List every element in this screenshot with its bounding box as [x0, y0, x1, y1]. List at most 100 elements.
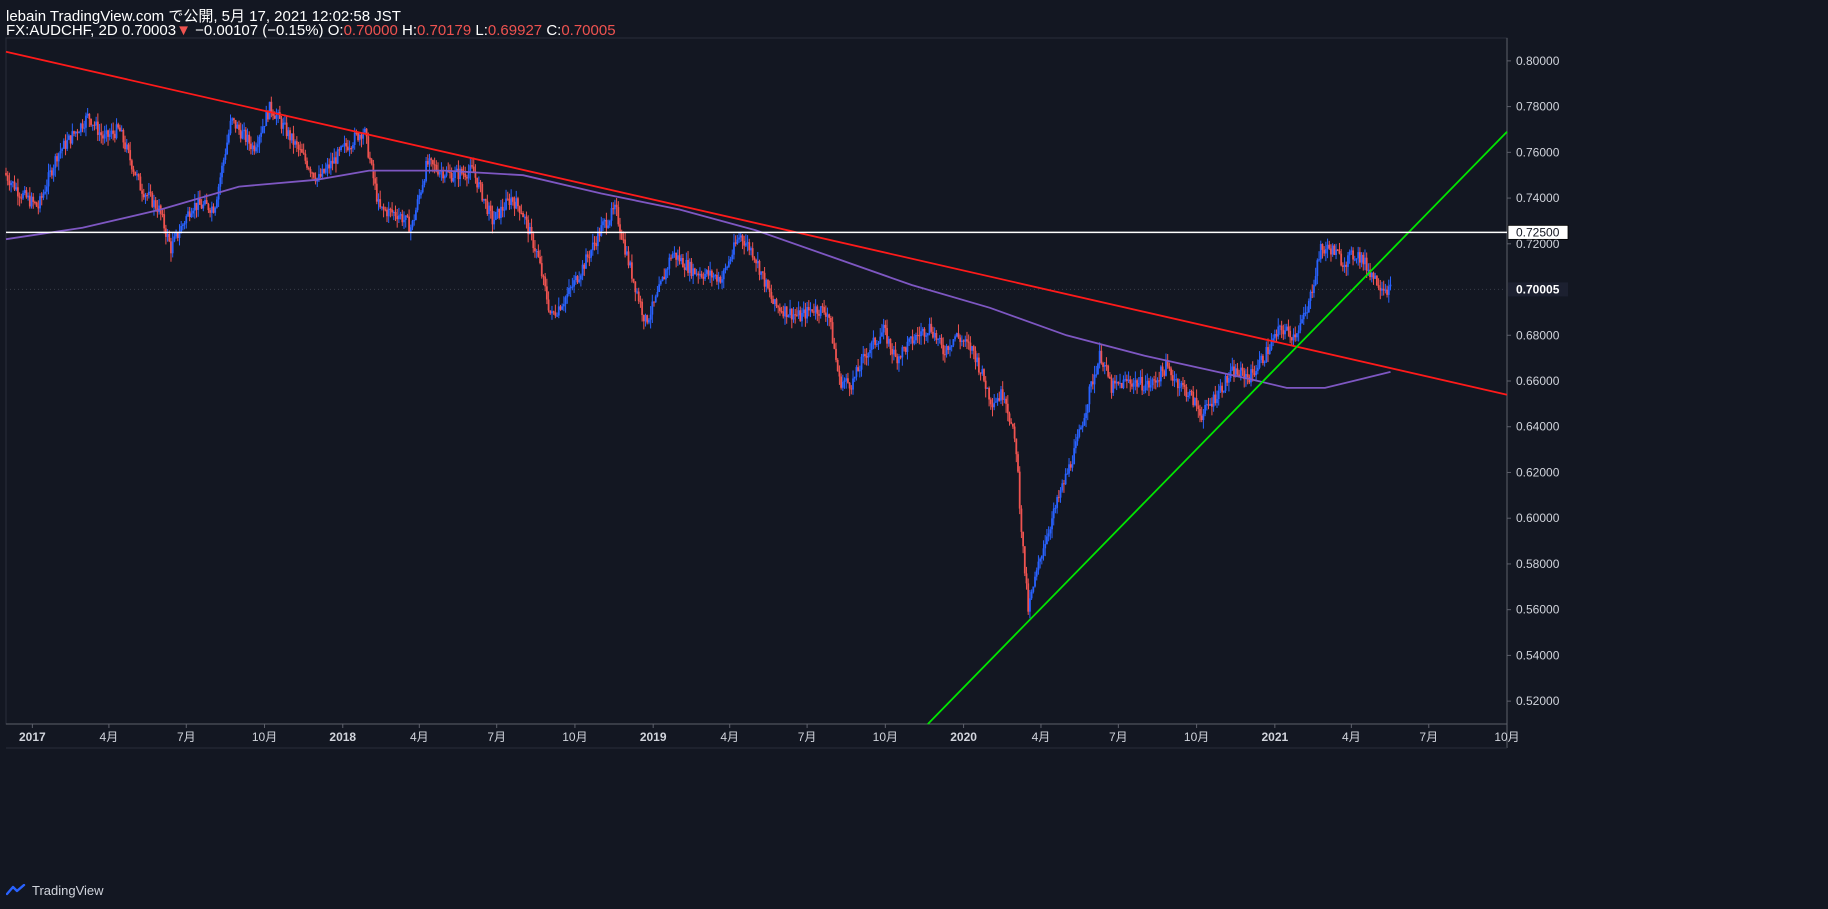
candle-body [802, 309, 805, 314]
candle-body [682, 257, 684, 268]
candle-body [1382, 288, 1385, 291]
candle-body [945, 346, 948, 355]
candle-body [748, 242, 751, 251]
candle-body [1381, 288, 1383, 291]
candle-body [496, 208, 499, 212]
candle-body [190, 213, 193, 217]
candle-body [806, 307, 809, 319]
candle-body [976, 357, 979, 363]
candle-body [1022, 531, 1025, 547]
candle-body [848, 382, 851, 389]
candle-body [224, 154, 227, 160]
candle-body [746, 242, 749, 244]
candle-body [149, 191, 152, 193]
candle-body [1251, 369, 1254, 373]
candle-body [1046, 536, 1048, 545]
candle-body [403, 219, 405, 223]
candle-body [200, 204, 203, 209]
candle-body [716, 274, 718, 282]
candle-body [724, 267, 727, 271]
candle-body [887, 338, 890, 344]
candle-body [413, 220, 416, 222]
candle-body [1020, 508, 1023, 532]
candle-body [1183, 384, 1186, 387]
candle-body [454, 171, 456, 178]
candle-body [1238, 374, 1241, 377]
candle-body [1107, 365, 1110, 377]
candle-body [476, 177, 479, 188]
candle-body [222, 159, 225, 166]
candle-body [100, 132, 103, 136]
candle-body [734, 242, 737, 244]
candle-body [1326, 244, 1329, 250]
candle-body [857, 367, 860, 372]
candle-body [483, 198, 485, 201]
candle-body [981, 369, 984, 374]
candle-body [258, 136, 261, 145]
candle-body [838, 371, 841, 377]
candle-body [535, 251, 538, 253]
candle-body [1188, 390, 1191, 396]
candle-body [124, 142, 126, 150]
candle-body [103, 134, 106, 139]
candle-body [1207, 404, 1210, 406]
candle-body [722, 270, 725, 280]
candle-body [1350, 250, 1353, 252]
candle-body [452, 177, 455, 182]
last-price: 0.70003 [121, 22, 177, 39]
candle-body [527, 219, 530, 235]
candle-body [141, 190, 143, 194]
candle-body [183, 223, 186, 225]
candle-body [1005, 398, 1007, 404]
candle-body [1197, 405, 1200, 409]
candle-body [595, 243, 598, 247]
candle-body [1154, 380, 1157, 383]
candle-body [76, 131, 79, 134]
candle-body [362, 132, 365, 139]
ohlc-line: FX:AUDCHF, 2D 0.70003▼ −0.00107 (−0.15%)… [6, 22, 616, 39]
candle-body [95, 121, 98, 126]
candle-body [396, 216, 399, 220]
candle-body [68, 135, 70, 140]
candle-body [494, 211, 497, 220]
candle-body [777, 306, 780, 308]
candle-body [1035, 570, 1038, 577]
candle-body [864, 354, 866, 357]
candle-body [466, 177, 468, 179]
x-tick-label: 10月 [252, 730, 277, 744]
candle-body [137, 174, 140, 177]
footer-brand[interactable]: TradingView [32, 882, 104, 898]
candle-body [1202, 413, 1205, 421]
candle-body [1074, 441, 1077, 449]
candle-body [1256, 367, 1259, 371]
candle-body [617, 207, 620, 225]
candle-body [244, 129, 247, 142]
candle-body [1280, 325, 1283, 331]
candle-body [379, 199, 382, 208]
candle-body [365, 128, 368, 137]
candle-body [1212, 394, 1215, 407]
candle-body [1377, 285, 1380, 288]
candle-body [1234, 368, 1237, 377]
candle-body [193, 202, 196, 211]
candle-body [899, 356, 902, 358]
candle-body [386, 209, 388, 217]
candle-body [409, 227, 412, 232]
candle-body [600, 225, 603, 236]
candle-body [1193, 397, 1196, 406]
candle-body [1040, 555, 1043, 559]
candle-body [1333, 245, 1336, 255]
candle-body [192, 210, 194, 214]
candle-body [1205, 404, 1208, 406]
candle-body [474, 172, 477, 178]
candle-body [1372, 272, 1375, 279]
candle-body [370, 159, 373, 164]
candle-body [445, 171, 448, 176]
candle-body [717, 276, 720, 282]
candle-body [641, 301, 644, 315]
candle-body [197, 198, 200, 210]
candle-body [350, 148, 353, 150]
candle-body [1263, 361, 1266, 364]
x-tick-label: 4月 [410, 730, 429, 744]
